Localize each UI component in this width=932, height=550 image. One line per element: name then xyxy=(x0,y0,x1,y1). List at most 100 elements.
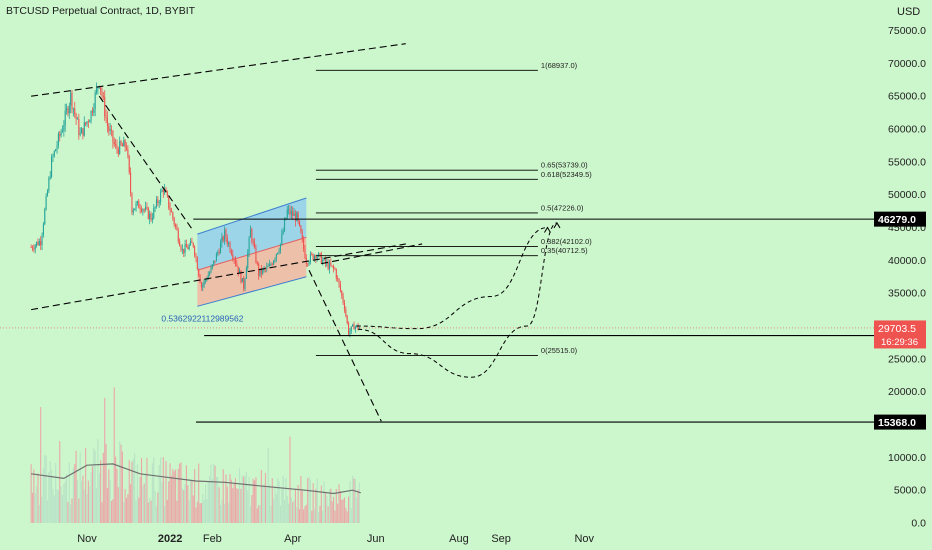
volume-bar xyxy=(44,454,46,523)
candle-body xyxy=(76,118,79,120)
candle-body xyxy=(211,264,213,268)
candle xyxy=(93,103,95,117)
volume-bar xyxy=(350,508,352,523)
volume-bar xyxy=(194,469,196,523)
candle xyxy=(195,252,197,263)
candle xyxy=(138,198,140,209)
candle-body xyxy=(89,120,91,123)
candle-body xyxy=(130,172,132,194)
volume-bar xyxy=(256,508,258,523)
candle xyxy=(131,192,133,216)
volume-bar xyxy=(352,475,354,523)
volume-bar xyxy=(255,477,257,523)
volume-bar xyxy=(172,469,174,523)
channel-mid-line xyxy=(197,236,307,271)
volume-bar xyxy=(132,458,134,523)
candle xyxy=(237,266,239,277)
candle xyxy=(300,224,302,234)
candle xyxy=(333,264,335,273)
candle-body xyxy=(33,248,35,250)
volume-bar xyxy=(262,485,264,523)
volume-bar xyxy=(89,486,91,523)
candle xyxy=(358,326,361,329)
volume-bar xyxy=(169,463,171,523)
candle-body xyxy=(36,241,38,246)
candle-body xyxy=(102,96,104,97)
volume-bar xyxy=(240,488,242,523)
volume-bar xyxy=(87,480,89,523)
candle xyxy=(82,128,84,140)
candle xyxy=(345,306,347,318)
candle xyxy=(219,239,222,254)
volume-bar xyxy=(177,468,179,523)
candle-body xyxy=(249,229,252,238)
volume-bar xyxy=(248,477,250,523)
candle xyxy=(160,188,162,206)
volume-bar xyxy=(334,510,336,523)
candle-body xyxy=(41,234,43,246)
candle xyxy=(91,107,93,116)
candle xyxy=(87,119,89,128)
candle xyxy=(293,208,295,217)
volume-bar xyxy=(331,501,333,523)
x-axis-tick-label: Feb xyxy=(203,533,222,545)
candle xyxy=(74,101,76,119)
volume-bar xyxy=(237,489,239,523)
candle xyxy=(94,90,96,117)
volume-bar xyxy=(40,407,42,523)
volume-bar xyxy=(303,509,305,523)
volume-bar xyxy=(189,480,192,523)
volume-bar xyxy=(196,501,198,523)
volume-bar xyxy=(146,457,148,523)
candle-body xyxy=(155,199,158,207)
candle xyxy=(83,116,85,137)
candle-body xyxy=(61,130,64,132)
candle xyxy=(309,251,311,265)
volume-bar xyxy=(81,480,83,523)
candle-body xyxy=(207,275,209,280)
candle-body xyxy=(341,290,343,296)
candle xyxy=(42,221,44,238)
candle xyxy=(172,211,174,221)
candle-body xyxy=(185,244,187,248)
candle xyxy=(127,145,129,159)
candle-body xyxy=(312,254,314,260)
candle-body xyxy=(188,245,190,250)
candle-body xyxy=(282,230,284,234)
candle xyxy=(113,137,115,147)
volume-bar xyxy=(232,488,234,523)
candle-body xyxy=(229,243,231,252)
volume-bar xyxy=(192,495,194,523)
volume-bar xyxy=(106,488,108,523)
volume-bar xyxy=(260,470,262,523)
candle xyxy=(191,237,193,244)
candle-body xyxy=(331,265,333,267)
fib-level-label: 0.35(40712.5) xyxy=(541,246,588,255)
volume-bar xyxy=(112,499,114,523)
candle-body xyxy=(294,213,296,222)
candle-body xyxy=(271,264,273,266)
candle xyxy=(259,268,261,278)
candle-body xyxy=(233,258,235,260)
candle-body xyxy=(120,141,122,145)
candle-body xyxy=(127,148,129,156)
candle-body xyxy=(343,302,346,310)
candle-body xyxy=(180,246,182,250)
candle xyxy=(274,257,276,264)
candle-body xyxy=(225,229,227,239)
candle-body xyxy=(224,229,226,241)
candle-body xyxy=(213,260,215,265)
volume-bar xyxy=(323,481,325,523)
candle xyxy=(64,103,66,132)
candle xyxy=(112,130,114,149)
candle xyxy=(290,206,292,219)
volume-bar xyxy=(160,457,162,523)
candle-body xyxy=(142,209,144,212)
candle-body xyxy=(342,295,344,303)
candle-body xyxy=(146,206,148,208)
candle xyxy=(166,190,168,198)
candle-body xyxy=(278,250,280,253)
candle xyxy=(264,267,267,273)
